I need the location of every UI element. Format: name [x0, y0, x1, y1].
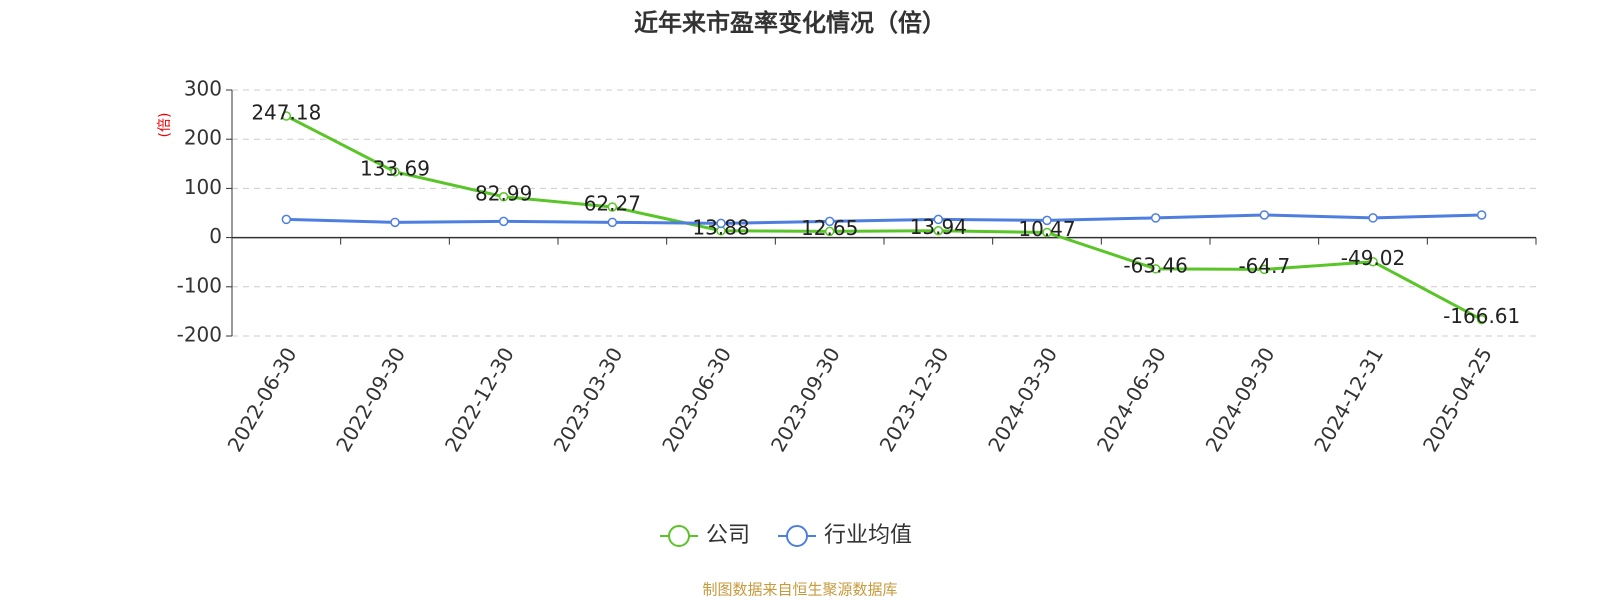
data-point — [1476, 210, 1487, 220]
x-tick-label: 2024-06-30 — [1092, 343, 1171, 456]
data-point — [281, 214, 292, 225]
data-point — [390, 217, 400, 228]
legend-marker — [786, 525, 809, 547]
x-tick-label: 2024-09-30 — [1201, 343, 1280, 456]
legend-label: 公司 — [706, 523, 750, 548]
y-axis-label: (倍) — [157, 113, 173, 138]
legend-marker — [668, 525, 690, 547]
data-point — [824, 226, 835, 237]
data-point — [390, 167, 400, 177]
data-label: 247.18 — [251, 100, 321, 124]
data-label: -49.02 — [1341, 246, 1405, 270]
data-point — [824, 216, 835, 227]
x-tick-label: 2024-12-31 — [1309, 343, 1388, 456]
y-tick-label: 200 — [184, 126, 222, 150]
data-label: -63.46 — [1123, 253, 1187, 277]
legend-label: 行业均值 — [824, 523, 912, 548]
x-tick-label: 2023-12-30 — [875, 343, 954, 456]
data-point — [933, 214, 944, 225]
data-point — [1150, 264, 1161, 274]
source-note: 制图数据来自恒生聚源数据库 — [702, 581, 897, 599]
x-tick-label: 2022-12-30 — [440, 343, 519, 456]
data-point — [1368, 213, 1378, 223]
data-label: 62.27 — [584, 191, 641, 215]
data-point — [1476, 314, 1487, 325]
data-point — [607, 217, 618, 228]
y-tick-label: 300 — [184, 77, 222, 101]
x-tick-label: 2023-09-30 — [766, 343, 845, 456]
legend: 公司 行业均值 — [660, 523, 912, 548]
x-tick-label: 2023-03-30 — [549, 343, 628, 456]
data-point — [933, 225, 944, 236]
data-point — [281, 111, 292, 121]
data-point — [1368, 256, 1378, 267]
x-tick-label: 2024-03-30 — [983, 343, 1062, 456]
y-tick-label: -100 — [177, 273, 222, 297]
series-line — [286, 213, 1482, 225]
data-point — [1259, 264, 1270, 275]
data-label: 133.69 — [360, 156, 430, 180]
data-label: 82.99 — [475, 181, 532, 205]
x-tick-label: 2025-04-25 — [1418, 343, 1497, 456]
data-point — [498, 216, 509, 227]
x-tick-label: 2023-06-30 — [657, 343, 736, 456]
data-point — [1042, 215, 1052, 226]
x-tick-label: 2022-09-30 — [331, 343, 410, 456]
series-line — [285, 114, 1483, 321]
x-tick-label: 2022-06-30 — [223, 343, 302, 456]
y-tick-label: 0 — [209, 224, 222, 248]
data-point — [1042, 227, 1052, 238]
data-point — [1150, 213, 1161, 223]
data-point — [607, 202, 618, 212]
data-label: -166.61 — [1443, 304, 1520, 328]
data-point — [498, 192, 509, 202]
data-label: -64.7 — [1238, 254, 1290, 278]
data-point — [716, 218, 726, 229]
chart-title: 近年来市盈率变化情况（倍） — [634, 9, 946, 37]
y-tick-label: -200 — [177, 323, 222, 347]
data-point — [1259, 210, 1270, 220]
y-tick-label: 100 — [184, 175, 222, 199]
